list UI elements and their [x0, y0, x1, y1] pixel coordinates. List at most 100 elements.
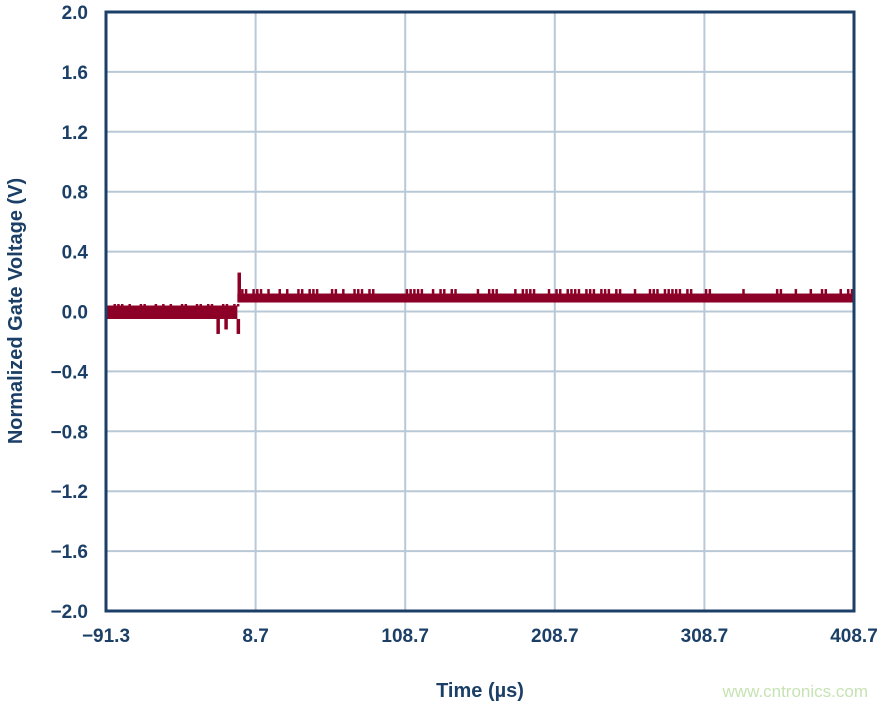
noise-tick [300, 289, 304, 295]
noise-tick [686, 289, 689, 295]
noise-tick [244, 289, 248, 295]
watermark: www.cntronics.com [722, 682, 868, 701]
noise-tick [210, 304, 214, 307]
noise-tick [618, 289, 622, 295]
noise-tick [603, 289, 607, 295]
y-axis-label: Normalized Gate Voltage (V) [5, 178, 27, 444]
noise-tick [521, 289, 525, 295]
noise-tick [820, 289, 824, 295]
y-tick-label: −0.4 [50, 362, 88, 383]
noise-tick [555, 289, 558, 295]
noise-tick [259, 289, 263, 295]
noise-tick [413, 289, 416, 295]
noise-tick [487, 289, 491, 295]
noise-tick [678, 289, 682, 295]
noise-tick [689, 289, 693, 295]
noise-tick [233, 304, 236, 307]
noise-tick [285, 289, 289, 295]
noise-tick [143, 304, 146, 307]
noise-tick [120, 304, 124, 307]
noise-tick [824, 289, 828, 295]
spike [216, 318, 220, 334]
noise-tick [779, 289, 783, 295]
noise-tick [573, 289, 577, 295]
y-tick-label: −1.2 [50, 482, 88, 503]
plot-frame [104, 10, 856, 613]
noise-tick [495, 289, 498, 295]
y-tick-label: 1.6 [62, 63, 88, 84]
series-trace [106, 272, 854, 334]
noise-tick [195, 304, 199, 307]
noise-tick [312, 289, 315, 295]
y-tick-label: −1.6 [50, 542, 88, 563]
noise-tick [525, 289, 528, 295]
noise-tick [656, 289, 659, 295]
noise-tick [742, 289, 745, 295]
noise-tick [221, 304, 225, 307]
noise-tick [420, 289, 424, 295]
noise-tick [454, 289, 457, 295]
noise-tick [371, 289, 375, 295]
noise-tick [450, 289, 454, 295]
noise-tick [199, 304, 202, 307]
noise-tick [529, 289, 532, 295]
noise-tick [334, 289, 338, 295]
noise-tick [547, 289, 551, 295]
noise-tick [592, 289, 596, 295]
noise-tick [117, 304, 120, 307]
noise-tick [491, 289, 495, 295]
y-tick-labels: 2.0 1.6 1.2 0.8 0.4 0.0 −0.4 −0.8 −1.2 −1.6 −2.0 [50, 3, 88, 623]
noise-tick [360, 289, 364, 295]
noise-tick [588, 289, 592, 295]
noise-tick [633, 289, 637, 295]
noise-tick [357, 289, 360, 295]
noise-tick [315, 289, 319, 295]
noise-tick [443, 289, 446, 295]
x-tick-label: −91.3 [82, 626, 130, 647]
noise-tick [267, 289, 270, 295]
y-tick-label: 2.0 [62, 3, 88, 24]
noise-tick [532, 289, 536, 295]
x-tick-label: 308.7 [681, 626, 729, 647]
noise-tick [241, 289, 244, 295]
y-tick-label: −2.0 [50, 602, 88, 623]
noise-tick [236, 304, 240, 307]
y-tick-label: 0.0 [62, 303, 88, 324]
noise-tick [846, 289, 850, 295]
noise-tick [514, 289, 517, 295]
x-axis-label: Time (µs) [436, 680, 524, 702]
noise-tick [184, 304, 188, 307]
x-tick-label: 108.7 [381, 626, 429, 647]
noise-tick [600, 289, 603, 295]
noise-tick [674, 289, 678, 295]
noise-tick [368, 289, 371, 295]
spike [236, 318, 241, 334]
noise-tick [439, 289, 442, 295]
noise-tick [252, 289, 255, 295]
signal-band [237, 293, 854, 303]
noise-tick [330, 289, 334, 295]
x-tick-label: 8.7 [242, 626, 268, 647]
noise-tick [607, 289, 611, 295]
noise-tick [353, 289, 356, 295]
noise-tick [663, 289, 667, 295]
noise-tick [652, 289, 655, 295]
noise-tick [577, 289, 581, 295]
noise-tick [180, 304, 184, 307]
noise-tick [169, 304, 173, 307]
y-tick-label: 0.4 [62, 243, 89, 264]
noise-tick [297, 289, 300, 295]
noise-tick [225, 304, 229, 307]
noise-tick [139, 304, 143, 307]
noise-tick [708, 289, 712, 295]
noise-tick [409, 289, 412, 295]
noise-tick [648, 289, 652, 295]
noise-tick [839, 289, 842, 295]
x-tick-label: 408.7 [830, 626, 878, 647]
noise-tick [416, 289, 420, 295]
noise-tick [794, 289, 798, 295]
noise-tick [342, 289, 345, 295]
noise-tick [128, 304, 131, 307]
spike [224, 318, 228, 330]
noise-tick [558, 289, 562, 295]
